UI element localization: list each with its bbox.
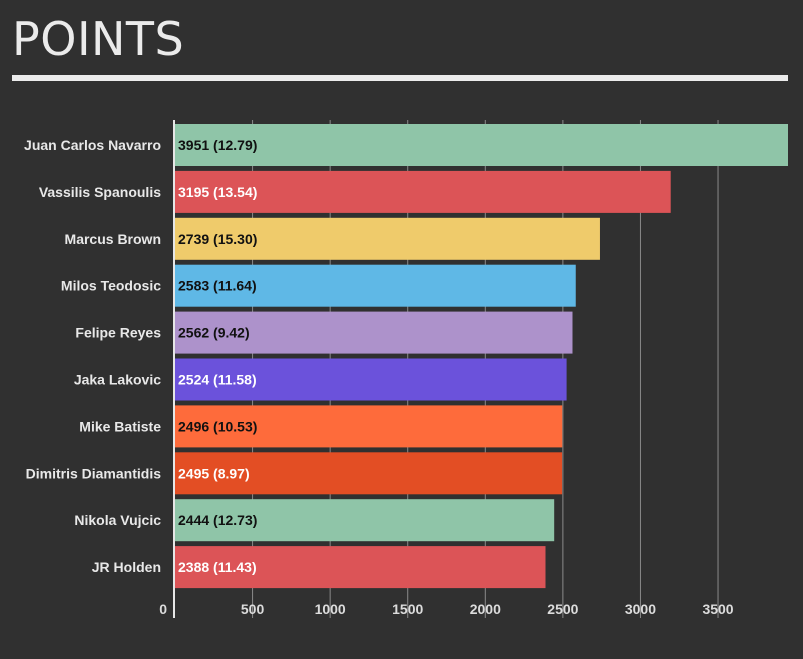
category-label: Vassilis Spanoulis — [39, 184, 161, 200]
bar — [175, 546, 546, 589]
title-underline — [12, 75, 788, 81]
bar — [175, 264, 576, 307]
data-label: 3951 (12.79) — [178, 137, 257, 153]
data-label: 2388 (11.43) — [178, 559, 257, 575]
bar — [175, 124, 788, 166]
x-tick-label: 1000 — [315, 601, 346, 617]
data-label: 2444 (12.73) — [178, 512, 257, 528]
data-label: 2739 (15.30) — [178, 231, 257, 247]
category-label: Marcus Brown — [65, 231, 161, 247]
data-label: 2562 (9.42) — [178, 325, 250, 341]
category-label: Dimitris Diamantidis — [26, 465, 162, 481]
category-label: Milos Teodosic — [61, 278, 161, 294]
category-label: JR Holden — [92, 559, 161, 575]
x-tick-label: 2500 — [547, 601, 578, 617]
bar — [175, 452, 563, 495]
x-tick-label: 3000 — [625, 601, 656, 617]
category-label: Mike Batiste — [79, 418, 161, 434]
bar — [175, 170, 671, 213]
category-label: Juan Carlos Navarro — [24, 137, 161, 153]
data-label: 2524 (11.58) — [178, 372, 257, 388]
x-tick-label: 2000 — [470, 601, 501, 617]
page-title: POINTS — [12, 12, 185, 66]
category-label: Jaka Lakovic — [74, 372, 161, 388]
data-label: 2583 (11.64) — [178, 278, 257, 294]
bar — [175, 358, 567, 401]
x-tick-label: 500 — [241, 601, 265, 617]
x-tick-label: 3500 — [702, 601, 733, 617]
x-tick-label: 0 — [159, 601, 167, 617]
category-label: Nikola Vujcic — [74, 512, 161, 528]
data-label: 3195 (13.54) — [178, 184, 257, 200]
category-label: Felipe Reyes — [75, 325, 161, 341]
bar — [175, 311, 573, 354]
bar — [175, 405, 563, 448]
bar — [175, 217, 600, 260]
data-label: 2496 (10.53) — [178, 418, 257, 434]
data-label: 2495 (8.97) — [178, 465, 250, 481]
bar — [175, 499, 555, 542]
x-tick-label: 1500 — [392, 601, 423, 617]
